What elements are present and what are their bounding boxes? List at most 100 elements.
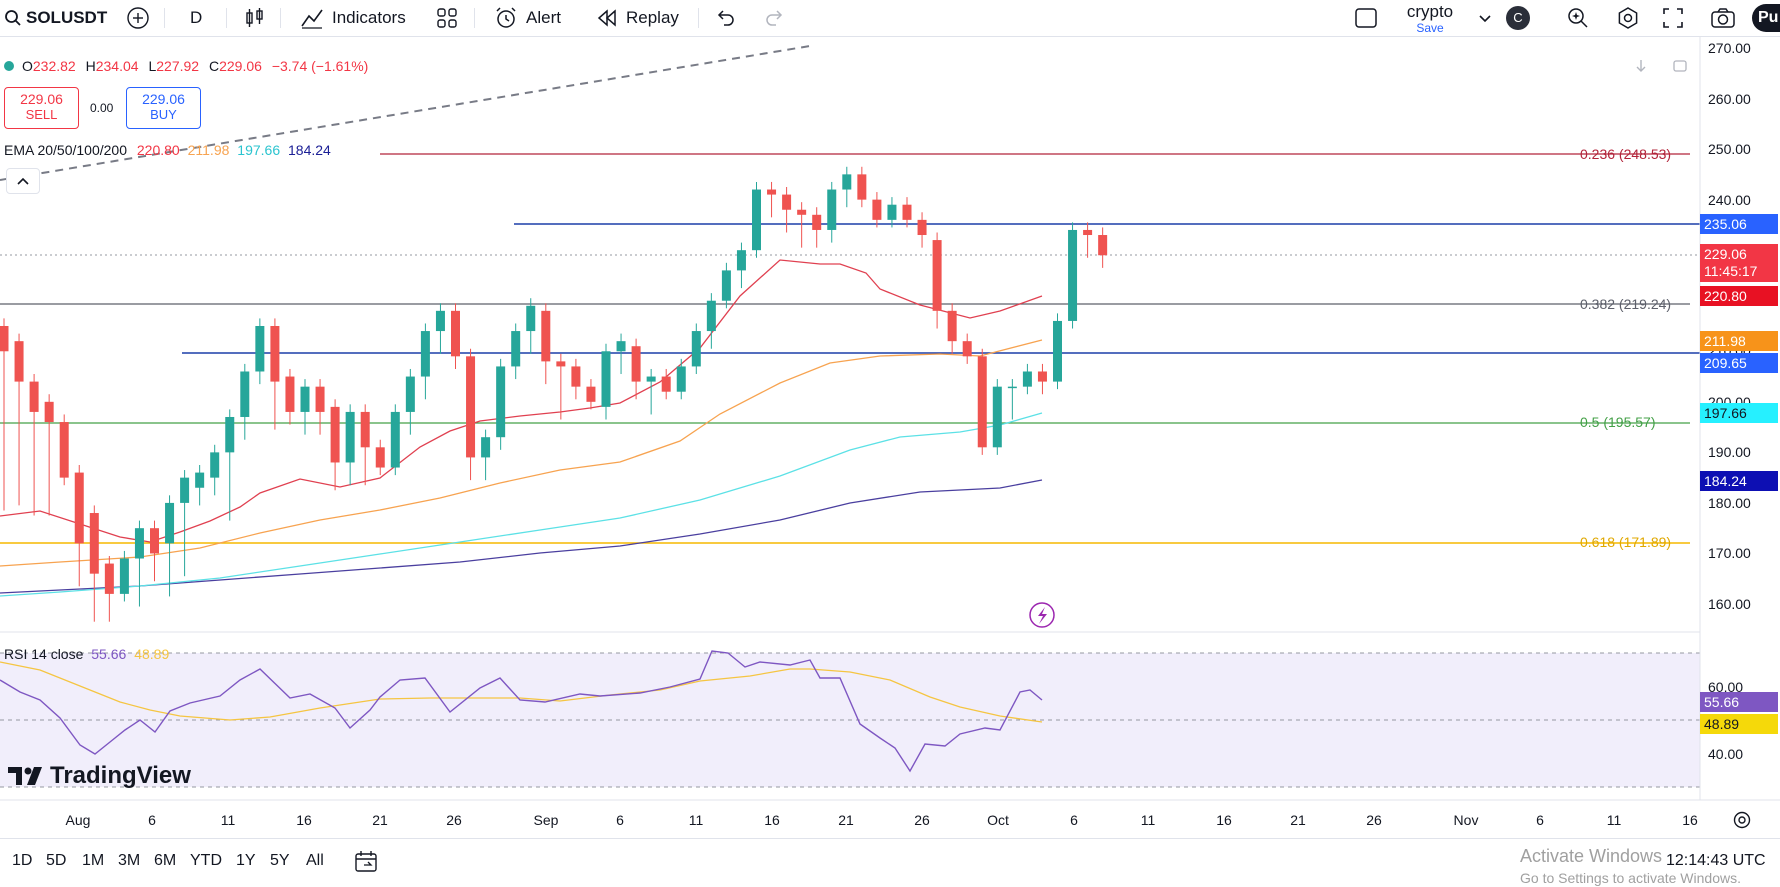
timeframe-button[interactable]: 6M bbox=[154, 852, 177, 869]
sell-button[interactable]: 229.06 SELL bbox=[4, 87, 79, 129]
candle-body[interactable] bbox=[902, 204, 912, 220]
timeframe-button[interactable]: 5Y bbox=[270, 852, 290, 869]
reset-view-button[interactable] bbox=[1672, 58, 1688, 74]
candle-body[interactable] bbox=[496, 366, 506, 438]
ema100-line[interactable] bbox=[0, 412, 1043, 597]
candle-body[interactable] bbox=[556, 361, 566, 367]
layout-menu-button[interactable] bbox=[1478, 0, 1492, 36]
collapse-legend-button[interactable] bbox=[6, 168, 40, 194]
candle-body[interactable] bbox=[180, 477, 190, 503]
candle-body[interactable] bbox=[526, 305, 536, 332]
candle-body[interactable] bbox=[59, 422, 69, 478]
clock[interactable]: 12:14:43 UTC bbox=[1664, 852, 1766, 870]
candle-body[interactable] bbox=[1083, 229, 1093, 236]
ema-legend[interactable]: EMA 20/50/100/200 220.80 211.98 197.66 1… bbox=[4, 142, 331, 158]
candle-body[interactable] bbox=[676, 366, 686, 392]
candle-body[interactable] bbox=[827, 189, 837, 230]
symbol-search-button[interactable]: SOLUSDT bbox=[4, 0, 107, 36]
candle-body[interactable] bbox=[134, 528, 144, 559]
candle-body[interactable] bbox=[857, 174, 867, 200]
axis-settings-button[interactable] bbox=[1732, 810, 1752, 830]
candle-body[interactable] bbox=[601, 351, 611, 407]
candle-body[interactable] bbox=[977, 356, 987, 448]
candle-body[interactable] bbox=[315, 386, 325, 412]
candle-body[interactable] bbox=[1098, 235, 1108, 256]
candle-body[interactable] bbox=[435, 310, 445, 332]
candle-body[interactable] bbox=[947, 310, 957, 342]
candle-body[interactable] bbox=[360, 411, 370, 448]
timeframe-button[interactable]: 1D bbox=[12, 852, 33, 869]
candle-body[interactable] bbox=[14, 341, 24, 382]
snapshot-button[interactable] bbox=[1710, 0, 1736, 36]
ema200-line[interactable] bbox=[0, 479, 1043, 594]
candle-body[interactable] bbox=[240, 371, 250, 417]
candle-body[interactable] bbox=[767, 189, 777, 195]
ema50-line[interactable] bbox=[0, 339, 1043, 567]
candle-body[interactable] bbox=[616, 341, 626, 352]
tradingview-logo[interactable]: TradingView bbox=[8, 762, 191, 790]
timeframe-button[interactable]: 3M bbox=[118, 852, 141, 869]
candle-body[interactable] bbox=[451, 310, 460, 357]
candle-body[interactable] bbox=[405, 376, 415, 412]
candle-body[interactable] bbox=[390, 411, 400, 468]
candle-body[interactable] bbox=[119, 558, 129, 594]
candle-body[interactable] bbox=[89, 513, 99, 574]
candle-body[interactable] bbox=[1022, 371, 1032, 387]
candle-body[interactable] bbox=[992, 386, 1002, 448]
scroll-down-button[interactable] bbox=[1634, 58, 1648, 74]
candle-body[interactable] bbox=[571, 366, 581, 387]
candle-body[interactable] bbox=[511, 331, 521, 367]
settings-button[interactable] bbox=[1616, 0, 1640, 36]
candle-body[interactable] bbox=[225, 416, 235, 453]
ema20-line[interactable] bbox=[0, 259, 1043, 543]
candle-body[interactable] bbox=[375, 447, 385, 468]
candle-body[interactable] bbox=[782, 194, 792, 210]
candle-body[interactable] bbox=[736, 250, 746, 271]
candle-body[interactable] bbox=[150, 528, 159, 554]
candle-body[interactable] bbox=[255, 326, 265, 372]
candle-body[interactable] bbox=[586, 386, 596, 402]
candle-body[interactable] bbox=[706, 300, 716, 332]
candle-body[interactable] bbox=[195, 472, 205, 488]
goto-date-button[interactable] bbox=[354, 850, 380, 874]
candle-body[interactable] bbox=[104, 563, 114, 594]
compare-symbol-button[interactable] bbox=[126, 0, 150, 36]
undo-button[interactable] bbox=[714, 0, 736, 36]
candle-body[interactable] bbox=[300, 386, 310, 412]
layout-name-button[interactable]: crypto Save bbox=[1398, 2, 1462, 34]
candle-body[interactable] bbox=[29, 381, 39, 412]
quick-search-button[interactable] bbox=[1566, 0, 1590, 36]
replay-button[interactable]: Replay bbox=[596, 0, 679, 36]
timeframe-button[interactable]: YTD bbox=[190, 852, 222, 869]
candle-body[interactable] bbox=[962, 341, 972, 357]
candle-body[interactable] bbox=[345, 411, 355, 463]
candle-body[interactable] bbox=[74, 472, 84, 544]
interval-button[interactable]: D bbox=[190, 8, 203, 27]
candle-body[interactable] bbox=[661, 376, 671, 392]
candle-body[interactable] bbox=[330, 406, 340, 463]
candle-body[interactable] bbox=[1037, 371, 1047, 382]
candle-body[interactable] bbox=[631, 346, 641, 382]
alert-button[interactable]: Alert bbox=[494, 0, 561, 36]
candle-body[interactable] bbox=[932, 240, 942, 311]
chart-type-button[interactable] bbox=[244, 0, 266, 36]
candle-body[interactable] bbox=[812, 214, 822, 230]
lightning-icon[interactable] bbox=[1029, 602, 1055, 628]
candle-body[interactable] bbox=[0, 326, 9, 352]
fullscreen-button[interactable] bbox=[1662, 0, 1684, 36]
candle-body[interactable] bbox=[646, 376, 656, 382]
candle-body[interactable] bbox=[420, 331, 430, 377]
candle-body[interactable] bbox=[1053, 320, 1062, 382]
candle-body[interactable] bbox=[481, 437, 491, 458]
rsi-legend[interactable]: RSI 14 close 55.66 48.89 bbox=[4, 646, 169, 662]
candle-body[interactable] bbox=[752, 189, 761, 251]
candle-body[interactable] bbox=[842, 174, 852, 190]
candle-body[interactable] bbox=[917, 219, 927, 236]
candles-group[interactable] bbox=[0, 166, 1108, 622]
candle-body[interactable] bbox=[691, 331, 701, 367]
candle-body[interactable] bbox=[887, 204, 897, 220]
candle-body[interactable] bbox=[466, 356, 476, 458]
buy-button[interactable]: 229.06 BUY bbox=[126, 87, 201, 129]
candle-body[interactable] bbox=[797, 209, 807, 215]
candle-body[interactable] bbox=[1007, 386, 1017, 389]
